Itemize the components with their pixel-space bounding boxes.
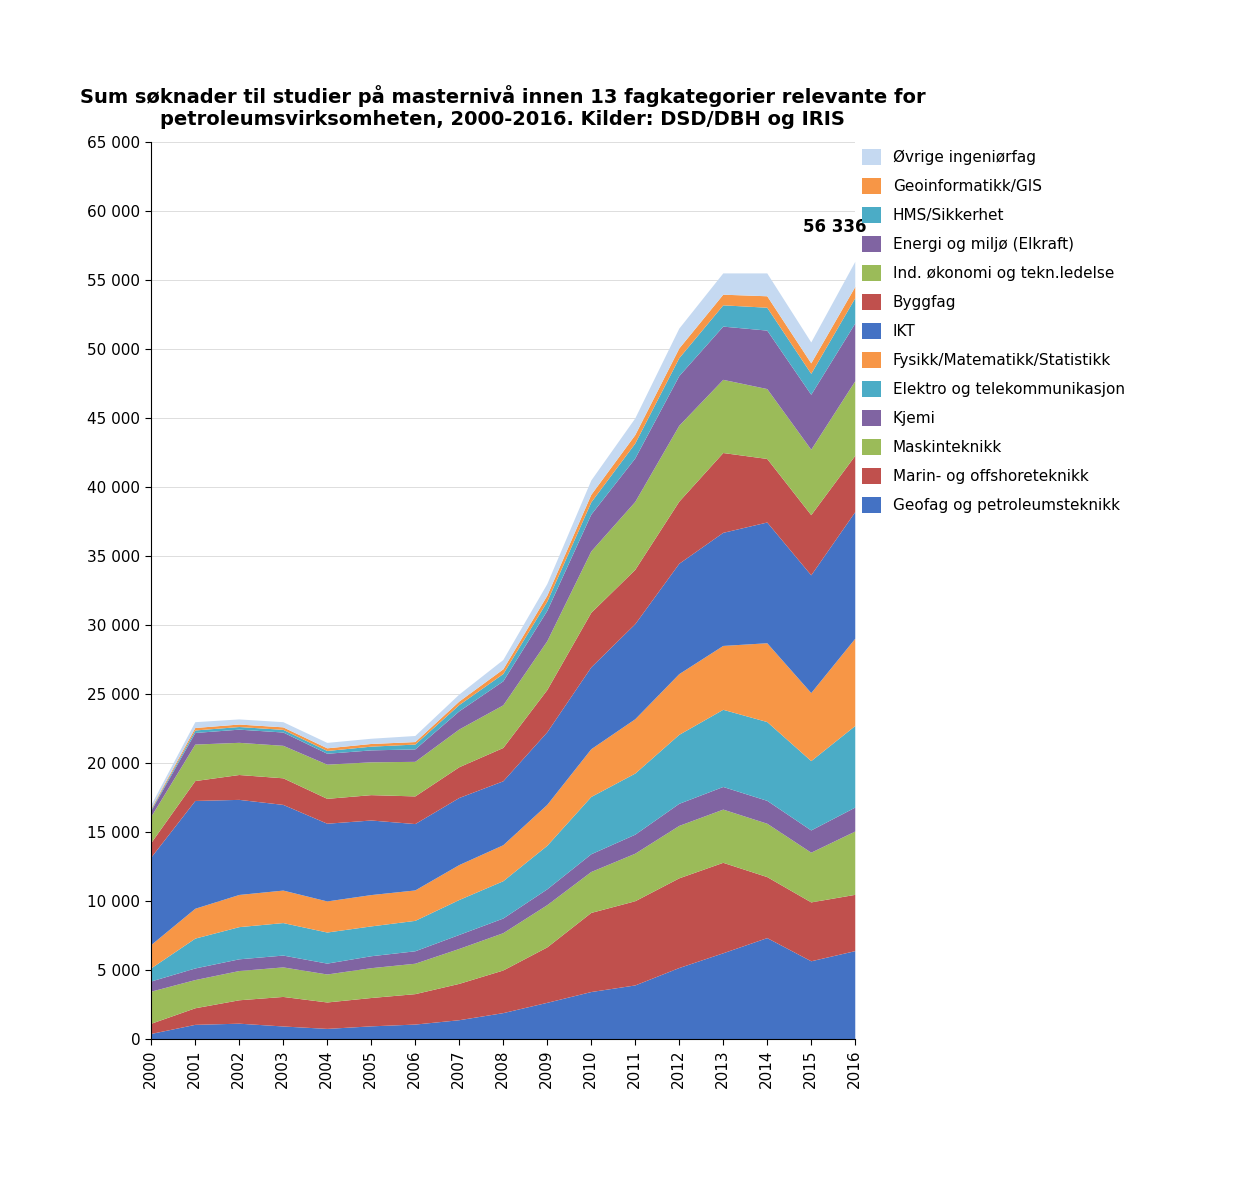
- Text: 56 336: 56 336: [803, 217, 867, 236]
- Title: Sum søknader til studier på masternivå innen 13 fagkategorier relevante for
petr: Sum søknader til studier på masternivå i…: [80, 85, 925, 129]
- Legend: Øvrige ingeniørfag, Geoinformatikk/GIS, HMS/Sikkerhet, Energi og miljø (Elkraft): Øvrige ingeniørfag, Geoinformatikk/GIS, …: [862, 149, 1125, 513]
